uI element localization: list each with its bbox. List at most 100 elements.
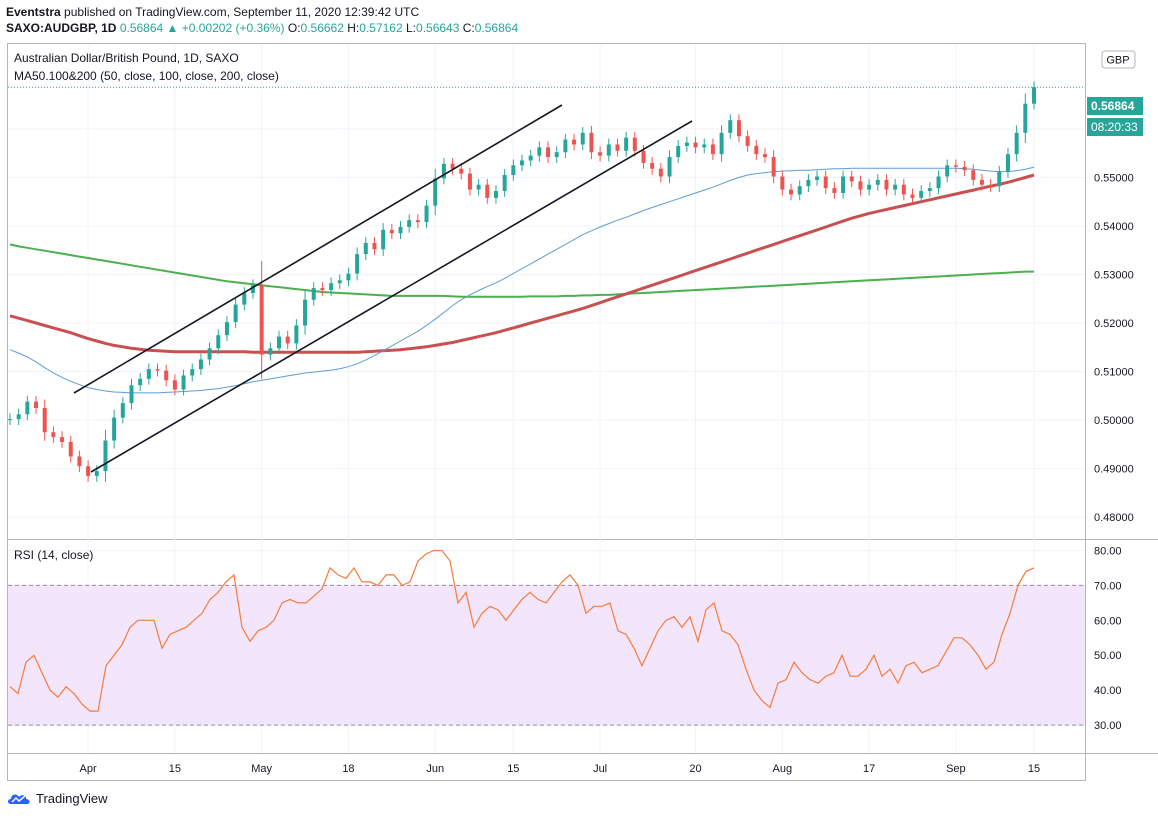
candle-body	[710, 144, 715, 155]
candle-body	[467, 173, 472, 190]
cloud-icon	[8, 794, 30, 804]
candle-body	[268, 348, 273, 355]
candle-body	[198, 359, 203, 370]
rsi-legend: RSI (14, close)	[14, 548, 94, 562]
channel-upper-trendline[interactable]	[73, 104, 563, 394]
candle-body	[407, 220, 412, 227]
candle-body	[372, 242, 377, 250]
candle-body	[797, 186, 802, 195]
candle-body	[658, 168, 663, 177]
candle-body	[979, 179, 984, 185]
time-tick-label: 17	[863, 763, 875, 775]
open-value: 0.56662	[300, 21, 344, 35]
candle-body	[103, 440, 108, 472]
candle-body	[112, 417, 117, 441]
candle-body	[381, 229, 386, 250]
candle-body	[789, 189, 794, 195]
candle-body	[398, 226, 403, 234]
candle-body	[320, 288, 325, 291]
candle-body	[919, 191, 924, 198]
ma50-line	[9, 166, 1035, 394]
candle-body	[745, 136, 750, 146]
candle-body	[1014, 132, 1019, 155]
ma-legend: MA50.100&200 (50, close, 100, close, 200…	[14, 69, 279, 83]
candles	[8, 81, 1036, 482]
time-tick-label: Jun	[426, 763, 444, 775]
time-tick-label: 15	[169, 763, 181, 775]
timer-badge-box	[1087, 118, 1143, 136]
candle-body	[953, 165, 958, 167]
symbol-text: SAXO:AUDGBP, 1D	[6, 21, 117, 35]
candle-body	[520, 160, 524, 166]
time-tick-label: May	[251, 763, 272, 775]
candle-body	[702, 144, 707, 148]
candle-body	[580, 132, 585, 145]
time-tick-label: 18	[342, 763, 354, 775]
currency-badge: GBP	[1106, 55, 1129, 67]
candle-body	[971, 170, 976, 180]
time-tick-label: Jul	[593, 763, 607, 775]
candle-body	[537, 147, 542, 156]
footer-brand: TradingView	[36, 790, 108, 806]
channel-lower-trendline[interactable]	[90, 120, 693, 473]
price-tick-label: 0.52000	[1094, 318, 1134, 330]
price-badge-box	[1087, 97, 1143, 115]
candle-body	[485, 184, 490, 198]
candle-body	[719, 132, 724, 155]
candle-body	[25, 401, 30, 415]
candle-body	[51, 432, 56, 438]
candle-body	[632, 137, 637, 151]
candle-body	[34, 401, 39, 408]
candle-body	[693, 142, 698, 148]
price-tick-label: 0.51000	[1094, 367, 1134, 379]
tradingview-logo[interactable]: TradingView	[6, 790, 108, 806]
candle-body	[250, 285, 255, 293]
candle-body	[1005, 154, 1010, 172]
candle-body	[728, 120, 733, 133]
candle-body	[927, 188, 932, 192]
price-tick-label: 0.50000	[1094, 415, 1134, 427]
candle-body	[815, 176, 820, 180]
candle-body	[138, 378, 143, 386]
candle-body	[511, 165, 516, 176]
candle-body	[858, 181, 863, 190]
candle-body	[86, 466, 91, 476]
candle-body	[285, 336, 290, 344]
candle-body	[572, 139, 577, 145]
candle-body	[120, 403, 125, 418]
currency-badge-box[interactable]	[1101, 50, 1136, 69]
price-tick-label: 0.53000	[1094, 270, 1134, 282]
rsi-band	[8, 585, 1085, 726]
price-axis-labels: 0.48000 0.49000 0.50000 0.51000 0.52000 0.530…	[1094, 124, 1134, 524]
candle-body	[68, 441, 73, 457]
candle-body	[502, 175, 507, 192]
candle-body	[190, 369, 195, 376]
candle-body	[242, 292, 247, 305]
candle-body	[849, 176, 854, 182]
candle-body	[329, 283, 334, 291]
candle-body	[736, 120, 741, 137]
candle-body	[684, 142, 689, 146]
low-label: L:	[406, 21, 417, 35]
candle-body	[337, 280, 342, 284]
candle-body	[16, 414, 21, 420]
candle-body	[563, 139, 568, 153]
candle-body	[441, 163, 446, 179]
rsi-tick-label: 70.00	[1094, 580, 1122, 592]
candle-body	[181, 375, 186, 390]
chart-title: Australian Dollar/British Pound, 1D, SAX…	[14, 51, 239, 65]
candle-body	[901, 184, 906, 195]
low-value: 0.56643	[416, 21, 460, 35]
candle-body	[546, 147, 551, 158]
candle-body	[277, 336, 282, 349]
price-tick-label: 0.49000	[1094, 464, 1134, 476]
candle-body	[450, 163, 455, 169]
candle-body	[493, 191, 498, 198]
candle-body	[875, 179, 880, 185]
candle-body	[997, 171, 1002, 187]
ma100-line	[9, 173, 1035, 354]
author-name[interactable]: Eventstra	[6, 5, 61, 19]
ma200-line	[9, 243, 1034, 298]
candle-body	[988, 184, 993, 187]
